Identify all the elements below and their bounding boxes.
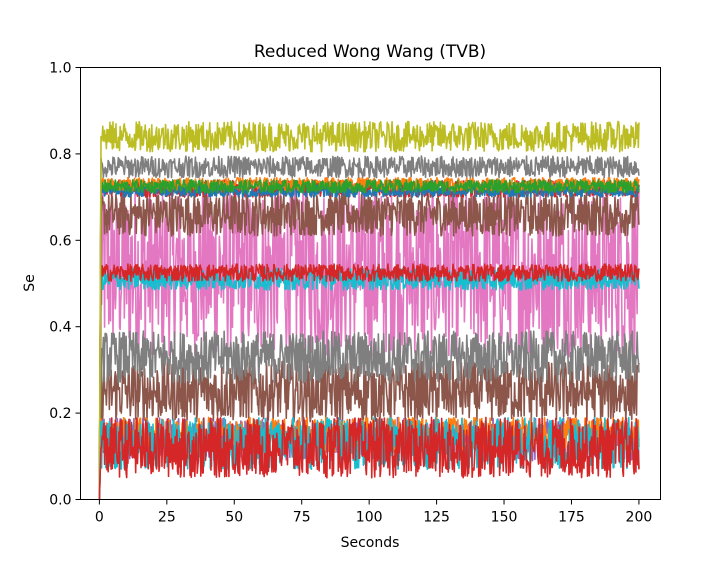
chart-title: Reduced Wong Wang (TVB) — [254, 42, 486, 62]
series-line-15 — [98, 416, 640, 500]
y-tick-label: 0.2 — [49, 406, 71, 422]
series-line-3 — [98, 330, 640, 500]
y-tick-label: 0.8 — [49, 147, 71, 163]
x-axis-label: Seconds — [341, 535, 400, 551]
y-tick-label: 0.6 — [49, 233, 71, 249]
y-axis-ticks: 0.0 0.2 0.4 0.6 0.8 1.0 — [49, 61, 81, 509]
y-tick-label: 1.0 — [49, 61, 71, 77]
y-tick-label: 0.4 — [49, 320, 71, 336]
x-tick-label: 100 — [356, 510, 383, 526]
series-line-5 — [98, 263, 640, 500]
series-line-1 — [98, 192, 640, 500]
x-tick-label: 25 — [158, 510, 176, 526]
series-line-11 — [98, 120, 640, 500]
plot-frame — [80, 67, 661, 500]
series-line-9 — [98, 179, 640, 500]
x-tick-label: 0 — [95, 510, 104, 526]
x-axis-ticks: 0 25 50 75 100 125 150 175 200 — [95, 499, 653, 526]
x-tick-label: 200 — [626, 510, 653, 526]
series-layer — [98, 120, 640, 500]
x-tick-label: 50 — [225, 510, 243, 526]
x-tick-label: 150 — [491, 510, 518, 526]
x-tick-label: 175 — [558, 510, 585, 526]
y-axis-label: Se — [22, 274, 38, 292]
x-tick-label: 125 — [423, 510, 450, 526]
series-line-10 — [98, 155, 640, 500]
y-tick-label: 0.0 — [49, 493, 71, 509]
x-tick-label: 75 — [293, 510, 311, 526]
